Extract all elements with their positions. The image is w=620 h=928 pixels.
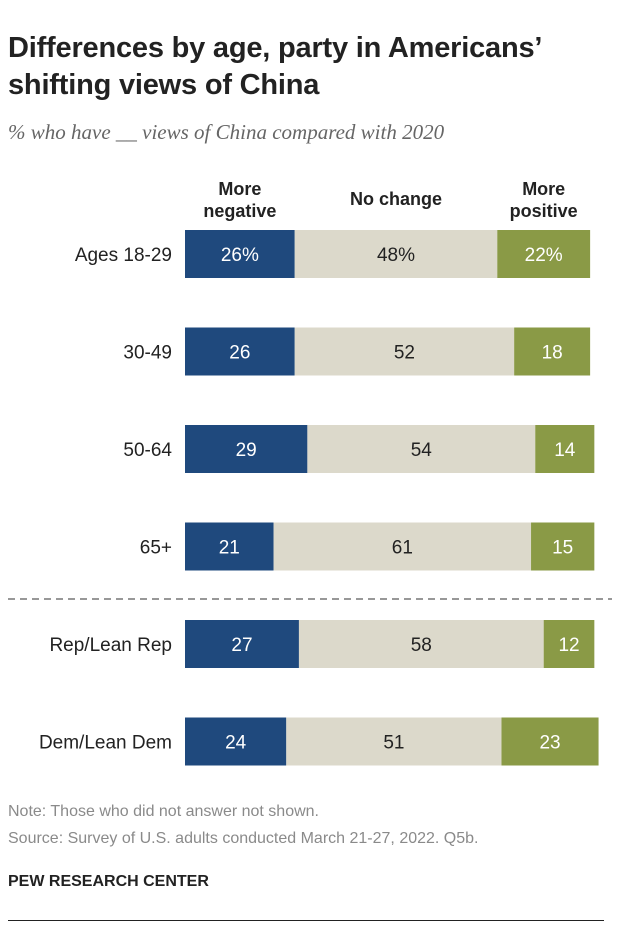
bar-no-change xyxy=(294,230,498,278)
category-label: Rep/Lean Rep xyxy=(49,635,172,656)
bar-more-negative xyxy=(185,230,295,278)
data-label: 26 xyxy=(229,343,250,364)
chart-source: Source: Survey of U.S. adults conducted … xyxy=(8,830,479,847)
column-header-more-negative: More negative xyxy=(203,179,276,221)
data-label: 24 xyxy=(225,733,247,754)
data-label: 27 xyxy=(231,635,252,656)
bar-no-change xyxy=(294,327,515,376)
category-label: 50-64 xyxy=(123,440,172,461)
bar-more-negative xyxy=(185,717,287,766)
chart-title: Differences by age, party in Americans’ … xyxy=(8,32,541,101)
column-header-more-positive: More positive xyxy=(510,179,578,221)
data-label: 14 xyxy=(554,440,576,461)
data-label: 18 xyxy=(542,343,563,364)
chart-subtitle: % who have __ views of China compared wi… xyxy=(8,120,445,144)
data-label: 51 xyxy=(383,733,404,754)
bar-more-negative xyxy=(185,425,308,473)
data-label: 15 xyxy=(552,538,573,559)
bar-no-change xyxy=(273,522,532,571)
bar-more-positive xyxy=(531,522,595,571)
stacked-bar-chart: More negative No change More positive Ages 18… xyxy=(8,179,612,766)
bar-no-change xyxy=(307,425,536,473)
category-label: Ages 18-29 xyxy=(75,245,172,266)
category-label: 65+ xyxy=(140,538,172,559)
data-label: 29 xyxy=(236,440,257,461)
footer-rule xyxy=(8,920,604,921)
data-label: 52 xyxy=(394,343,415,364)
data-label: 26% xyxy=(221,245,259,266)
column-header-no-change: No change xyxy=(350,189,442,209)
brand-name: PEW RESEARCH CENTER xyxy=(8,873,209,890)
data-label: 54 xyxy=(411,440,433,461)
bar-more-negative xyxy=(185,522,274,571)
bar-no-change xyxy=(298,620,544,668)
bar-more-positive xyxy=(501,717,599,766)
data-label: 58 xyxy=(411,635,432,656)
bar-more-positive xyxy=(514,327,591,376)
bar-more-positive xyxy=(497,230,591,278)
bar-more-positive xyxy=(535,425,595,473)
bar-more-positive xyxy=(543,620,595,668)
category-label: Dem/Lean Dem xyxy=(39,733,172,754)
data-label: 23 xyxy=(539,733,560,754)
data-label: 21 xyxy=(219,538,240,559)
bar-more-negative xyxy=(185,620,299,668)
data-label: 61 xyxy=(392,538,413,559)
data-label: 48% xyxy=(377,245,415,266)
data-label: 22% xyxy=(525,245,563,266)
chart-note: Note: Those who did not answer not shown… xyxy=(8,803,319,820)
category-label: 30-49 xyxy=(123,343,172,364)
bar-more-negative xyxy=(185,327,295,376)
bar-no-change xyxy=(286,717,502,766)
data-label: 12 xyxy=(558,635,579,656)
